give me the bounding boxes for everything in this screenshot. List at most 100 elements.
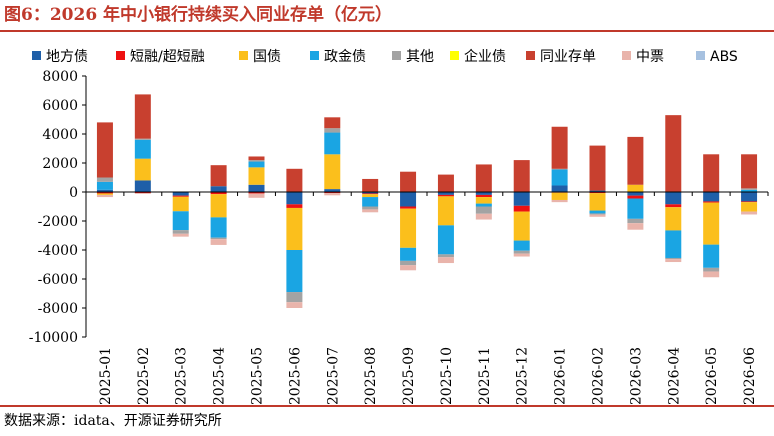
bar-segment [551,126,568,169]
bar-segment [475,203,492,207]
bar-segment [665,207,682,231]
x-tick-label: 2025-12 [515,347,531,404]
x-tick-label: 2026-01 [553,347,569,404]
bar-segment [134,192,151,194]
bar-segment [437,254,454,258]
legend-swatch [392,51,401,60]
bar-segment [665,230,682,258]
bar-segment [210,239,227,245]
bar-segment [362,197,379,207]
bar-segment [324,192,341,194]
bar-segment [210,237,227,240]
bar-segment [589,213,606,215]
y-tick-label: -6000 [38,272,78,288]
legend-label: 短融/超短融 [130,49,205,65]
bar-segment [248,156,265,161]
legend-label: 地方债 [46,49,88,65]
bar-segment [665,115,682,192]
bar-segment [437,225,454,255]
bar-segment [703,192,720,202]
legend-swatch [696,51,705,60]
bar-segment [286,207,303,250]
bar-segment [703,202,720,245]
bar-segment [286,292,303,303]
bar-segment [703,271,720,278]
bar-segment [627,136,644,185]
legend-label: 中票 [636,49,664,65]
bar-group [96,94,758,308]
bar-segment [589,190,606,192]
bar-segment [324,117,341,129]
bar-segment [172,230,189,234]
bar-segment [134,138,151,140]
legend-swatch [622,51,631,60]
y-tick-label: -2000 [38,214,78,230]
y-tick-label: -4000 [38,243,78,259]
data-source: 数据来源：idata、开源证券研究所 [4,413,222,429]
bar-segment [134,158,151,181]
bar-segment [172,211,189,231]
legend-label: 其他 [406,49,434,65]
y-tick-label: 4000 [42,127,78,143]
bar-segment [665,204,682,208]
bar-segment [475,206,492,214]
bar-segment [96,193,113,195]
bar-segment [703,244,720,268]
bar-segment [96,177,113,182]
x-tick-label: 2025-02 [136,347,152,404]
bar-segment [703,201,720,203]
bar-segment [437,192,454,195]
footer-divider [0,405,774,407]
bar-segment [513,205,530,212]
bar-segment [741,154,758,189]
bar-segment [134,139,151,159]
bar-segment [400,260,417,266]
bar-segment [248,192,265,194]
bar-segment [362,209,379,213]
bar-segment [362,206,379,210]
bar-segment [172,192,189,196]
bar-segment [475,213,492,220]
bar-segment [513,211,530,241]
bar-segment [589,192,606,194]
x-tick-label: 2025-11 [477,347,493,404]
bar-segment [400,171,417,192]
bar-segment [286,204,303,208]
y-tick-label: 2000 [42,156,78,172]
bar-segment [134,180,151,192]
bar-segment [741,211,758,215]
bar-segment [400,206,417,209]
legend-swatch [526,51,535,60]
x-tick-label: 2025-05 [250,347,266,404]
bar-segment [589,214,606,217]
bar-segment [210,192,227,195]
bar-segment [665,259,682,263]
stacked-bar-chart: 地方债 短融/超短融 国债 政金债 其他 企业债 同业存单 中票 ABS -10000 -8000… [29,48,769,404]
bar-segment [589,210,606,214]
bar-segment [210,194,227,218]
legend-swatch [32,51,41,60]
bar-segment [362,194,379,198]
bar-segment [248,193,265,198]
bar-segment [324,189,341,192]
x-tick-label: 2026-04 [666,347,682,404]
bar-segment [362,178,379,192]
legend-swatch [310,51,319,60]
bar-segment [627,223,644,230]
x-tick-label: 2025-06 [287,347,303,404]
bar-segment [513,240,530,251]
bar-segment [741,201,758,203]
bar-segment [741,188,758,190]
bar-segment [551,168,568,170]
bar-segment [703,267,720,272]
x-tick-label: 2025-04 [212,347,228,404]
x-tick-label: 2025-03 [174,347,190,404]
x-tick-label: 2026-03 [628,347,644,404]
bar-segment [362,192,379,194]
bar-segment [513,253,530,257]
legend-label: 企业债 [464,48,506,65]
bar-segment [96,189,113,192]
bar-segment [172,196,189,212]
bar-segment [627,198,644,219]
bar-segment [286,168,303,192]
